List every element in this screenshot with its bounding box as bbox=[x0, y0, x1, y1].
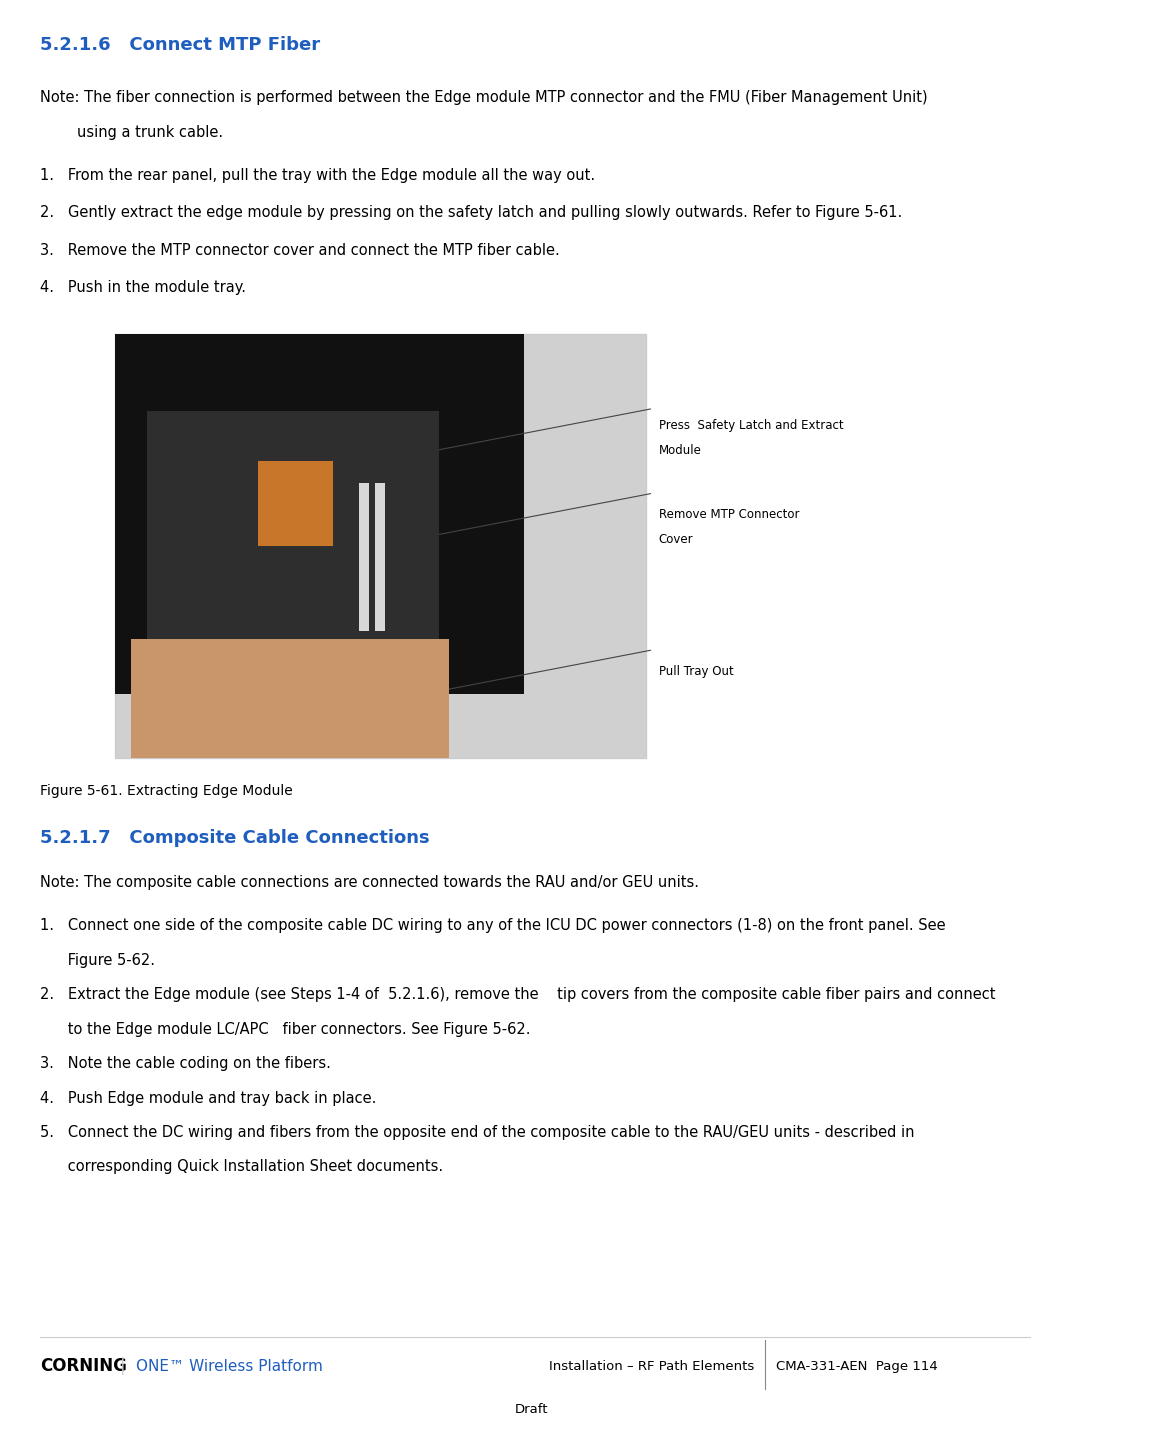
Text: CMA-331-AEN  Page 114: CMA-331-AEN Page 114 bbox=[776, 1359, 938, 1373]
Text: Module: Module bbox=[659, 445, 702, 458]
FancyBboxPatch shape bbox=[114, 334, 524, 695]
Text: Pull Tray Out: Pull Tray Out bbox=[659, 664, 733, 677]
Text: Press  Safety Latch and Extract: Press Safety Latch and Extract bbox=[659, 419, 843, 432]
Text: corresponding Quick Installation Sheet documents.: corresponding Quick Installation Sheet d… bbox=[40, 1159, 444, 1174]
Text: 5.   Connect the DC wiring and fibers from the opposite end of the composite cab: 5. Connect the DC wiring and fibers from… bbox=[40, 1125, 914, 1139]
FancyBboxPatch shape bbox=[258, 462, 333, 547]
Text: 4.   Push Edge module and tray back in place.: 4. Push Edge module and tray back in pla… bbox=[40, 1091, 377, 1105]
Text: Draft: Draft bbox=[514, 1402, 548, 1416]
Text: 1.   From the rear panel, pull the tray with the Edge module all the way out.: 1. From the rear panel, pull the tray wi… bbox=[40, 168, 595, 182]
Text: Cover: Cover bbox=[659, 534, 694, 547]
Text: 1.   Connect one side of the composite cable DC wiring to any of the ICU DC powe: 1. Connect one side of the composite cab… bbox=[40, 918, 946, 933]
Text: Figure 5-61. Extracting Edge Module: Figure 5-61. Extracting Edge Module bbox=[40, 784, 294, 798]
FancyBboxPatch shape bbox=[131, 639, 450, 758]
Text: Remove MTP Connector: Remove MTP Connector bbox=[659, 508, 799, 521]
Text: CORNING: CORNING bbox=[40, 1358, 127, 1375]
Text: Note: The composite cable connections are connected towards the RAU and/or GEU u: Note: The composite cable connections ar… bbox=[40, 875, 699, 890]
Text: |: | bbox=[120, 1358, 126, 1375]
Text: 2.   Extract the Edge module (see Steps 1-4 of  5.2.1.6), remove the    tip cove: 2. Extract the Edge module (see Steps 1-… bbox=[40, 987, 995, 1002]
FancyBboxPatch shape bbox=[360, 482, 369, 631]
Text: to the Edge module LC/APC   fiber connectors. See Figure 5-62.: to the Edge module LC/APC fiber connecto… bbox=[40, 1022, 531, 1036]
Text: 3.   Note the cable coding on the fibers.: 3. Note the cable coding on the fibers. bbox=[40, 1056, 332, 1071]
Text: ONE™ Wireless Platform: ONE™ Wireless Platform bbox=[136, 1359, 323, 1373]
FancyBboxPatch shape bbox=[375, 482, 385, 631]
Text: Installation – RF Path Elements: Installation – RF Path Elements bbox=[549, 1359, 754, 1373]
Text: 2.   Gently extract the edge module by pressing on the safety latch and pulling : 2. Gently extract the edge module by pre… bbox=[40, 205, 903, 220]
Text: using a trunk cable.: using a trunk cable. bbox=[40, 125, 223, 139]
Text: 4.   Push in the module tray.: 4. Push in the module tray. bbox=[40, 280, 246, 294]
FancyBboxPatch shape bbox=[114, 334, 646, 758]
FancyBboxPatch shape bbox=[147, 410, 439, 664]
Text: 5.2.1.7   Composite Cable Connections: 5.2.1.7 Composite Cable Connections bbox=[40, 829, 430, 848]
Text: 5.2.1.6   Connect MTP Fiber: 5.2.1.6 Connect MTP Fiber bbox=[40, 36, 320, 55]
Text: Note: The fiber connection is performed between the Edge module MTP connector an: Note: The fiber connection is performed … bbox=[40, 90, 928, 105]
Text: 3.   Remove the MTP connector cover and connect the MTP fiber cable.: 3. Remove the MTP connector cover and co… bbox=[40, 243, 561, 257]
Text: Figure 5-62.: Figure 5-62. bbox=[40, 953, 155, 967]
